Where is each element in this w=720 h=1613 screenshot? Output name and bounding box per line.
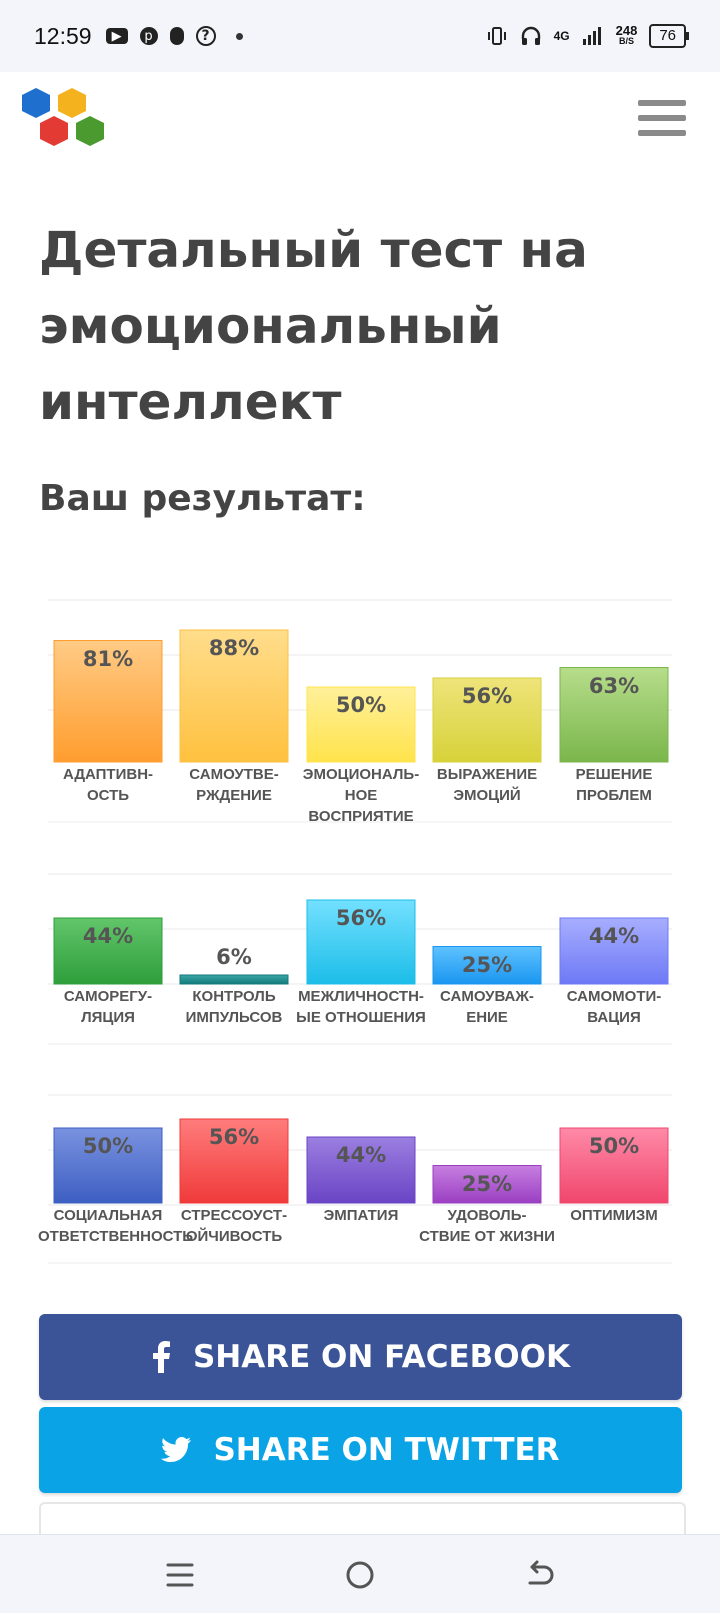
battery-indicator: 76 <box>649 24 689 48</box>
menu-line <box>638 130 686 136</box>
bar-category-label: САМОУТВЕ- РЖДЕНИЕ <box>189 766 279 804</box>
help-icon: ? <box>195 26 216 46</box>
chart-bar <box>432 1165 542 1204</box>
chart-bar <box>53 1127 163 1204</box>
page-title: Детальный тест на эмоциональный интеллек… <box>39 221 588 431</box>
share-facebook-label: SHARE ON FACEBOOK <box>192 1339 571 1375</box>
twitter-icon <box>161 1437 192 1463</box>
share-facebook-button[interactable]: SHARE ON FACEBOOK <box>39 1314 682 1400</box>
home-icon[interactable] <box>338 1555 382 1595</box>
bar-category-label: КОНТРОЛЬ ИМПУЛЬСОВ <box>185 988 283 1026</box>
facebook-icon <box>151 1341 171 1373</box>
bar-value-label: 63% <box>588 673 640 698</box>
headphones-icon <box>521 26 540 45</box>
bar-value-label: 56% <box>208 1125 260 1149</box>
chart-bar <box>53 640 163 763</box>
bar-category-label: ЭМОЦИОНАЛЬ- НОЕ ВОСПРИЯТИЕ <box>302 766 420 825</box>
chart-bar <box>306 1136 416 1204</box>
share-twitter-button[interactable]: SHARE ON TWITTER <box>39 1407 682 1493</box>
chart-bar <box>179 974 289 985</box>
bar-category-label: ОПТИМИЗМ <box>570 1207 658 1224</box>
pinterest-icon: p <box>139 27 158 45</box>
menu-line <box>638 100 686 106</box>
bar-category-label: САМОМОТИ- ВАЦИЯ <box>566 988 662 1026</box>
status-time: 12:59 <box>34 22 92 49</box>
chart-bar <box>559 667 669 763</box>
system-nav-bar <box>0 1534 720 1613</box>
bar-category-label: СОЦИАЛЬНАЯ ОТВЕТСТВЕННОСТЬ <box>38 1207 194 1245</box>
bar-category-label: САМОРЕГУ- ЛЯЦИЯ <box>63 988 153 1026</box>
dot-icon <box>235 32 243 40</box>
bar-value-label: 88% <box>208 636 260 660</box>
menu-line <box>638 115 686 121</box>
signal-icon <box>582 27 601 45</box>
bar-category-label: СТРЕССОУСТ- ОЙЧИВОСТЬ <box>180 1207 288 1245</box>
chart-bar <box>432 946 542 985</box>
status-bar: 12:59 ▶ p ? 4G 248 B/S 76 <box>0 0 720 72</box>
chart-bar <box>179 629 289 763</box>
back-icon[interactable] <box>518 1555 562 1595</box>
system-icons: 4G 248 B/S 76 <box>486 23 689 48</box>
bar-value-label: 44% <box>335 1143 387 1167</box>
site-header <box>0 72 720 192</box>
network-type: 4G <box>553 29 570 43</box>
hexagon-logo-icon[interactable] <box>18 86 114 156</box>
bar-category-label: МЕЖЛИЧНОСТН- ЫЕ ОТНОШЕНИЯ <box>296 988 426 1026</box>
chart-bar <box>306 899 416 985</box>
youtube-icon: ▶ <box>105 28 128 44</box>
bar-value-label: 44% <box>82 924 134 948</box>
bar-value-label: 56% <box>335 906 387 930</box>
bar-category-label: АДАПТИВН- ОСТЬ <box>62 766 154 804</box>
bar-category-label: ЭМПАТИЯ <box>323 1207 399 1224</box>
bar-value-label: 50% <box>82 1134 134 1158</box>
chart-bar <box>432 677 542 763</box>
vibrate-icon <box>487 27 506 45</box>
bar-value-label: 50% <box>335 693 387 717</box>
chart-bar <box>53 917 163 985</box>
mic-icon <box>169 27 184 45</box>
recent-apps-icon[interactable] <box>158 1555 202 1595</box>
bar-value-label: 56% <box>461 684 513 708</box>
bar-value-label: 81% <box>82 646 134 671</box>
bar-value-label: 50% <box>588 1134 640 1158</box>
bar-value-label: 25% <box>461 1171 513 1196</box>
bar-category-label: РЕШЕНИЕ ПРОБЛЕМ <box>575 766 653 804</box>
chart-bar <box>179 1118 289 1204</box>
bar-category-label: ВЫРАЖЕНИЕ ЭМОЦИЙ <box>436 766 538 804</box>
bar-value-label: 6% <box>216 945 252 969</box>
bar-value-label: 44% <box>588 924 640 948</box>
chart-bar <box>559 917 669 985</box>
hamburger-menu-icon[interactable] <box>638 100 686 140</box>
chart-bar <box>559 1127 669 1204</box>
bar-category-label: УДОВОЛЬ- СТВИЕ ОТ ЖИЗНИ <box>419 1207 555 1245</box>
chart-bar <box>306 686 416 763</box>
result-heading: Ваш результат: <box>39 478 366 519</box>
notification-icons: ▶ p ? <box>105 26 243 46</box>
share-twitter-label: SHARE ON TWITTER <box>213 1432 560 1468</box>
network-speed: 248 B/S <box>615 23 638 46</box>
bar-category-label: САМОУВАЖ- ЕНИЕ <box>440 988 534 1026</box>
bar-value-label: 25% <box>461 952 513 977</box>
